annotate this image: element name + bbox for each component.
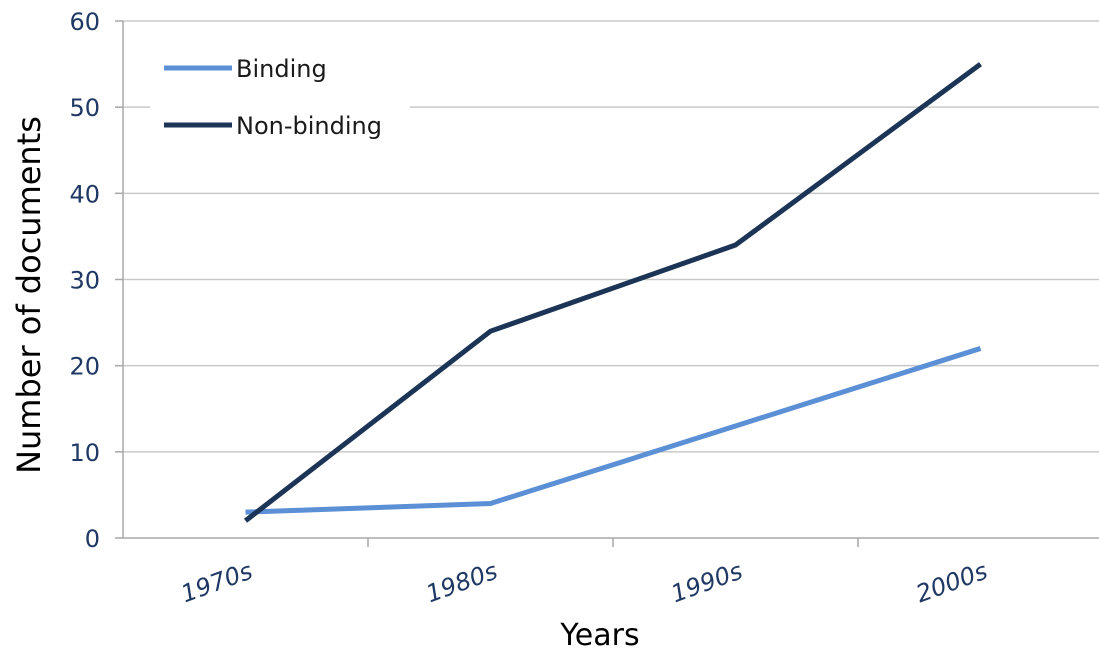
y-tick-label: 20 (69, 353, 100, 381)
y-tick-label: 40 (69, 180, 100, 208)
legend-label: Non-binding (236, 112, 382, 140)
y-tick-label: 30 (69, 267, 100, 295)
legend: Binding Non-binding (150, 45, 410, 160)
series-line-binding (245, 346, 982, 515)
y-axis-title: Number of documents (10, 116, 48, 474)
x-axis-title: Years (559, 618, 639, 653)
x-tick-label: 2000s (912, 557, 991, 608)
y-tick-label: 50 (69, 94, 100, 122)
y-tick-label: 0 (85, 525, 100, 553)
series-layer (243, 62, 982, 523)
legend-background (150, 45, 410, 160)
legend-label: Binding (236, 55, 327, 83)
y-tick-label: 10 (69, 439, 100, 467)
x-tick-label: 1990s (667, 557, 746, 608)
x-tick-label: 1970s (177, 557, 256, 608)
y-tick-label: 60 (69, 8, 100, 36)
x-tick-label: 1980s (422, 557, 501, 608)
series-line-non-binding (243, 62, 982, 523)
